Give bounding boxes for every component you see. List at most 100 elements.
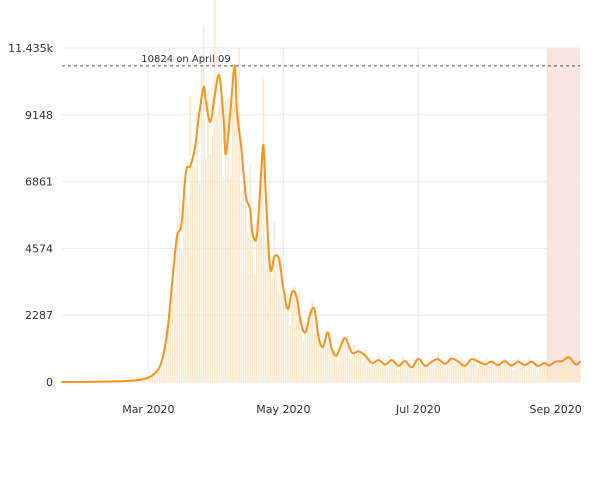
daily-bar	[442, 365, 444, 382]
daily-bar	[218, 105, 220, 382]
daily-bar	[185, 196, 187, 382]
daily-bar	[550, 368, 552, 382]
daily-bar	[440, 363, 442, 382]
daily-bar	[513, 370, 515, 382]
daily-bar	[568, 360, 570, 382]
daily-bar	[464, 369, 466, 382]
daily-bar	[360, 353, 362, 382]
daily-bar	[524, 366, 526, 382]
daily-bar	[455, 359, 457, 382]
daily-bar	[411, 370, 413, 382]
daily-bar	[506, 363, 508, 382]
daily-bar	[174, 293, 176, 382]
daily-bar	[537, 371, 539, 382]
daily-bar	[579, 363, 581, 382]
x-tick-label: Mar 2020	[122, 403, 174, 416]
y-tick-label: 6861	[25, 176, 53, 189]
daily-bar	[444, 362, 446, 382]
daily-bar	[393, 364, 395, 382]
daily-bar	[198, 184, 200, 382]
daily-bar	[431, 361, 433, 382]
daily-bar	[229, 179, 231, 382]
daily-bar	[353, 344, 355, 382]
daily-bar	[258, 221, 260, 382]
daily-bar	[495, 366, 497, 382]
daily-bar	[289, 325, 291, 382]
y-tick-label: 0	[46, 376, 53, 389]
daily-bar	[351, 356, 353, 382]
daily-bar	[283, 296, 285, 382]
daily-bar	[296, 305, 298, 382]
daily-bar	[223, 177, 225, 382]
daily-bar	[418, 362, 420, 382]
daily-bar	[276, 261, 278, 382]
daily-bar	[187, 207, 189, 382]
daily-bar	[539, 364, 541, 382]
daily-bar	[263, 79, 265, 382]
daily-bar	[232, 65, 234, 382]
daily-bar	[482, 364, 484, 382]
daily-bar	[241, 191, 243, 382]
daily-bar	[486, 358, 488, 382]
daily-bar	[471, 363, 473, 382]
daily-bar	[502, 368, 504, 382]
daily-bar	[278, 293, 280, 382]
daily-bar	[179, 193, 181, 382]
series-line	[62, 66, 580, 382]
daily-bar	[307, 327, 309, 382]
daily-bar	[265, 240, 267, 382]
daily-bar	[249, 164, 251, 382]
daily-bar	[466, 366, 468, 382]
daily-bar	[294, 285, 296, 382]
daily-bar	[409, 366, 411, 382]
daily-bar	[555, 362, 557, 382]
daily-bar	[320, 346, 322, 382]
daily-bar	[508, 363, 510, 382]
daily-bar	[559, 359, 561, 382]
daily-bar	[236, 116, 238, 382]
y-tick-label: 2287	[25, 309, 53, 322]
daily-bar	[345, 342, 347, 382]
max-reference-label: 10824 on April 09	[141, 54, 230, 65]
daily-bar	[269, 259, 271, 382]
daily-bar	[477, 368, 479, 382]
x-tick-label: Jul 2020	[395, 403, 441, 416]
daily-bar	[254, 274, 256, 382]
series-line-layer	[62, 66, 580, 382]
daily-bar	[380, 364, 382, 382]
daily-bar	[207, 91, 209, 382]
daily-bar	[548, 368, 550, 382]
daily-bar	[156, 372, 158, 382]
daily-bar	[245, 183, 247, 382]
daily-bar	[291, 292, 293, 382]
daily-bar	[274, 222, 276, 382]
x-tick-label: May 2020	[256, 403, 310, 416]
daily-bar	[422, 368, 424, 382]
daily-bar	[438, 352, 440, 382]
daily-bar	[500, 364, 502, 382]
daily-bar	[460, 364, 462, 382]
daily-bar	[247, 233, 249, 382]
daily-bar	[314, 334, 316, 382]
daily-bar	[462, 359, 464, 382]
max-reference-layer: 10824 on April 09	[62, 54, 580, 66]
daily-bar	[311, 302, 313, 382]
daily-bar	[338, 361, 340, 382]
daily-bar	[210, 154, 212, 382]
daily-bar	[491, 364, 493, 382]
daily-bar	[544, 365, 546, 382]
daily-bar	[336, 354, 338, 382]
daily-bar	[216, 117, 218, 382]
daily-bar	[475, 359, 477, 382]
y-tick-label: 11.435k	[8, 42, 53, 55]
daily-bar	[356, 354, 358, 382]
daily-bar	[398, 370, 400, 382]
daily-bar	[302, 341, 304, 382]
daily-bar	[234, 103, 236, 382]
daily-bar	[457, 363, 459, 382]
daily-bar	[378, 354, 380, 382]
